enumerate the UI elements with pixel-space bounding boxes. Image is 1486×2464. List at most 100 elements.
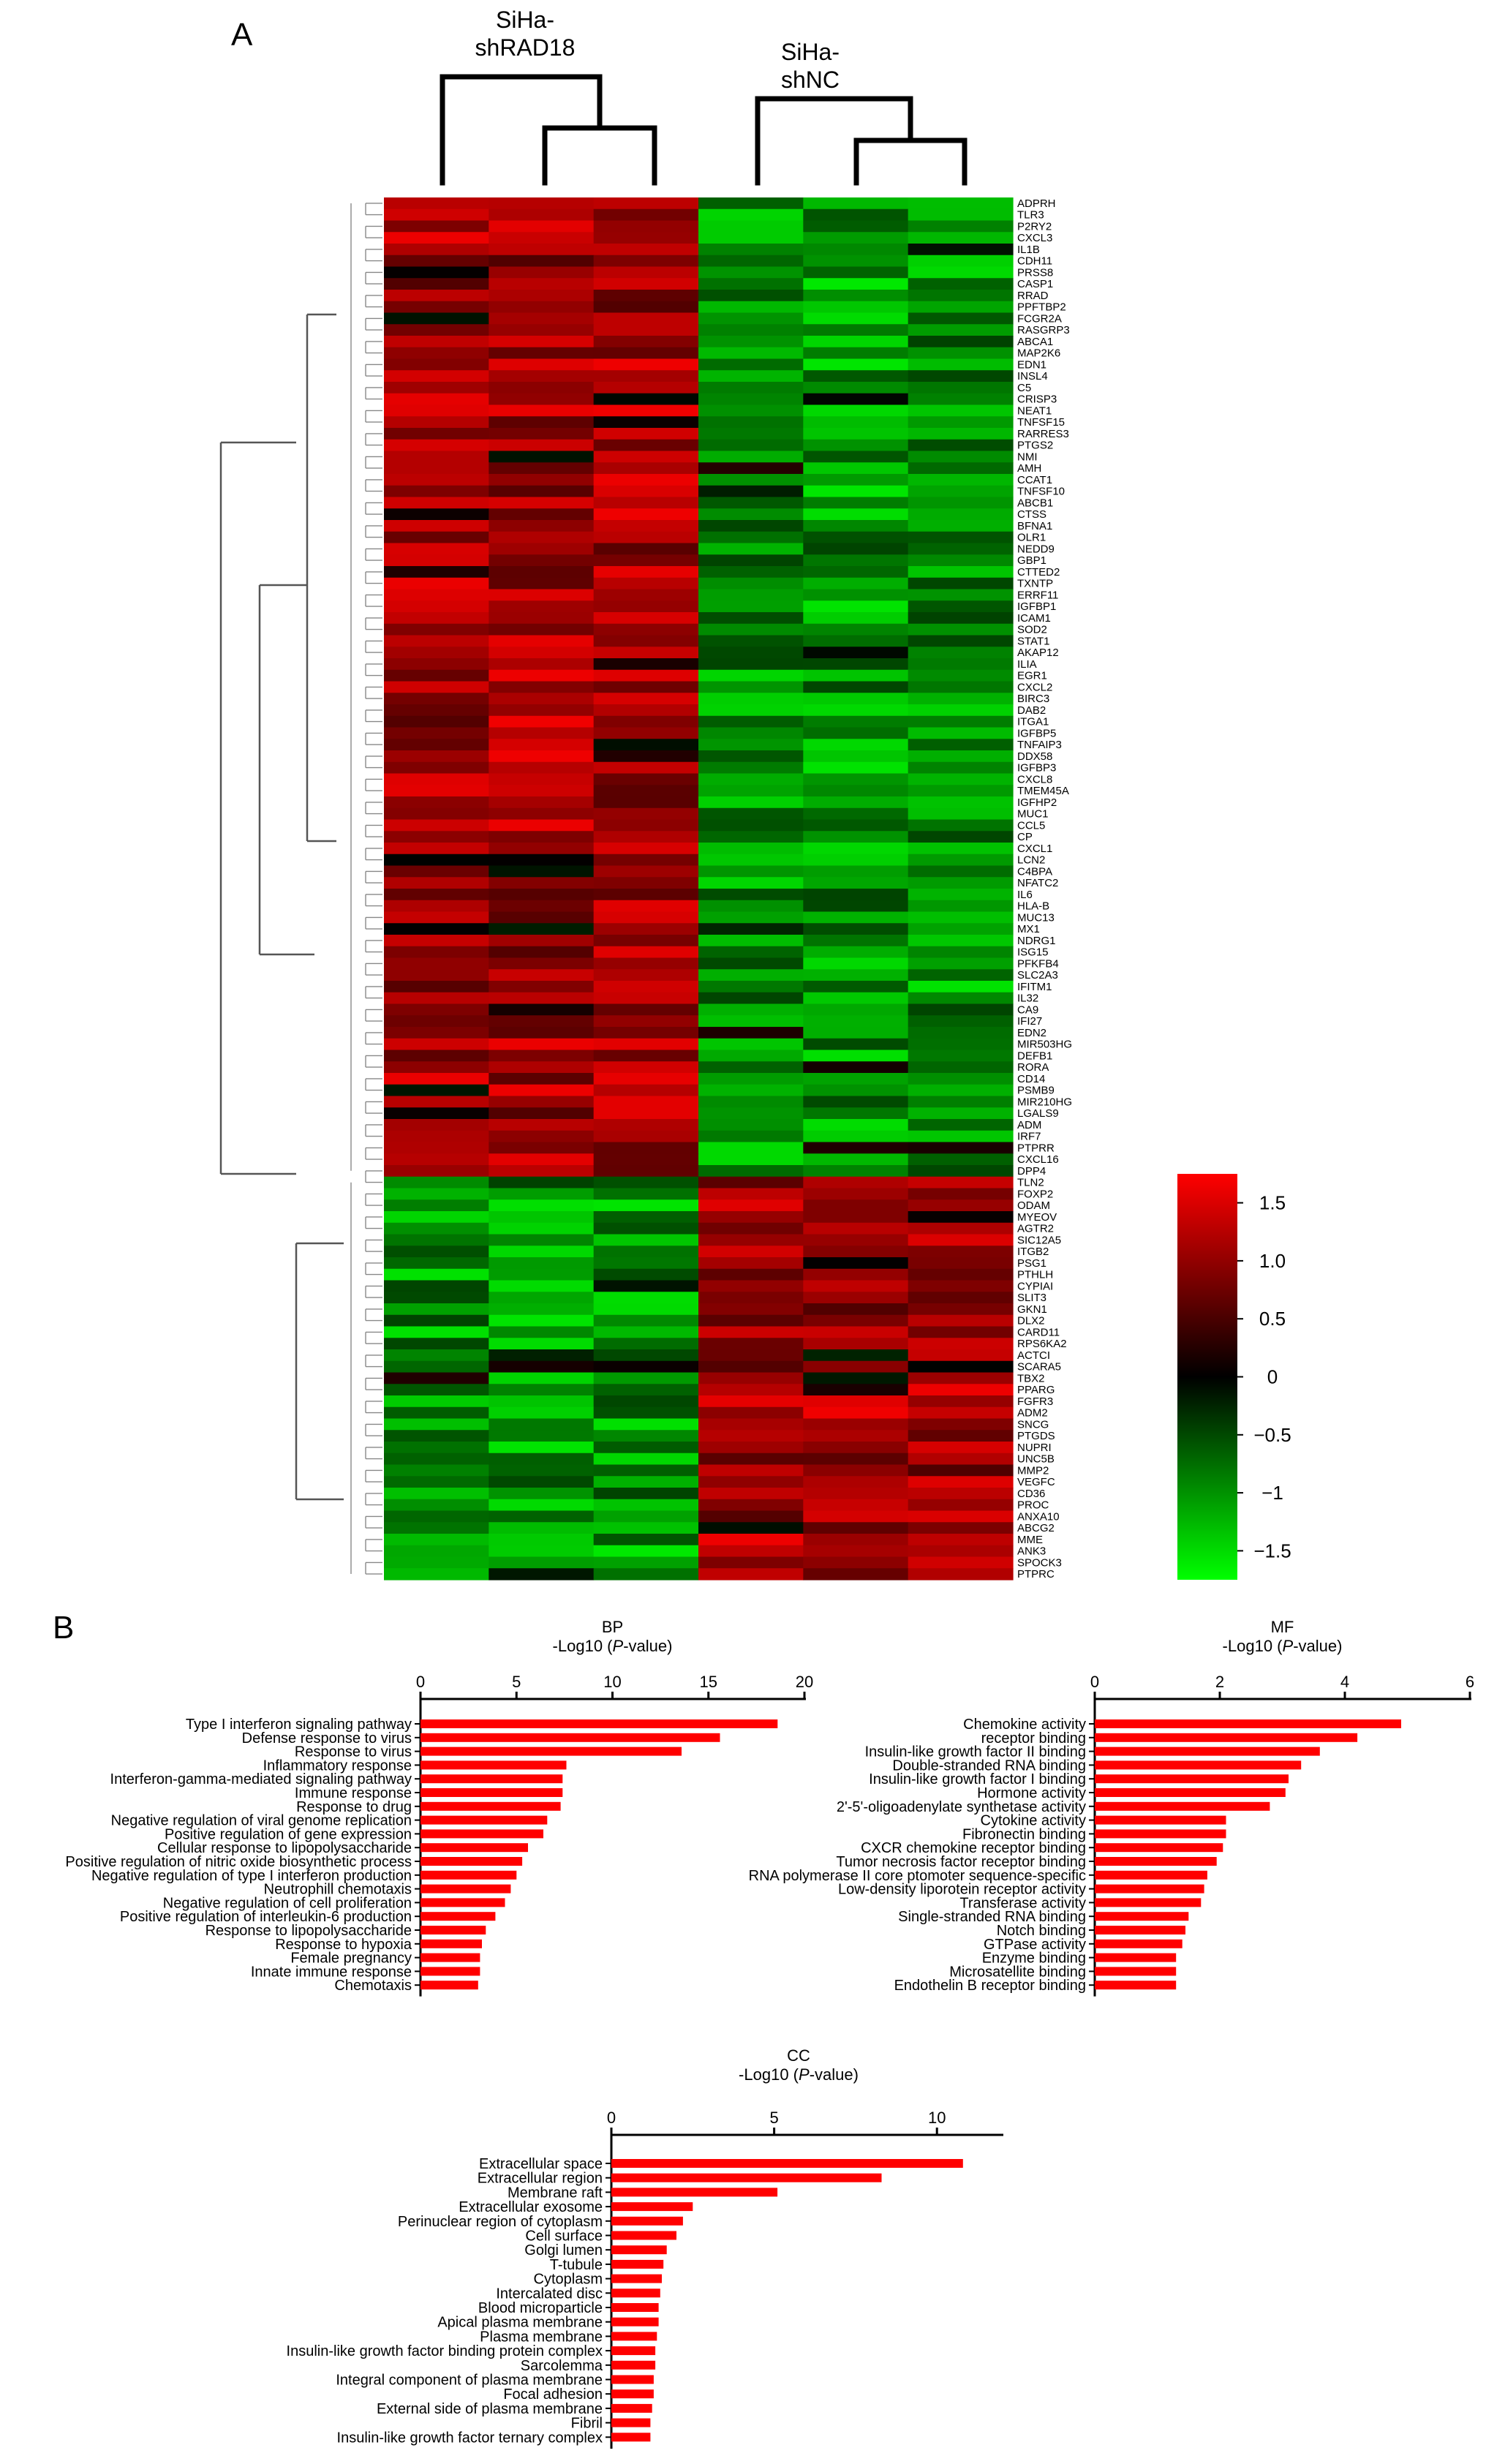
category-label: Tumor necrosis factor receptor binding (836, 1854, 1086, 1870)
heatmap-cell (593, 946, 699, 959)
heatmap-cell (698, 635, 804, 647)
heatmap-cell (908, 1360, 1014, 1374)
heatmap-cell (908, 393, 1014, 406)
bar-chart-mf: MF-Log10 (P-value) 0 2 4 6 Chemokine activity… (749, 1618, 1474, 1997)
heatmap-cell (593, 1476, 699, 1488)
heatmap-cell (908, 1234, 1014, 1246)
bar (420, 1884, 511, 1894)
heatmap-cell (489, 1453, 595, 1466)
heatmap-cell (803, 1280, 909, 1292)
heatmap-cell (593, 451, 699, 463)
heatmap-cell (908, 1176, 1014, 1189)
heatmap-cell (803, 1165, 909, 1178)
heatmap-cell (803, 612, 909, 625)
heatmap-cell (698, 197, 804, 210)
heatmap-cell (803, 796, 909, 809)
heatmap-cell (803, 1268, 909, 1281)
heatmap-cell (489, 220, 595, 233)
heatmap-cell (908, 531, 1014, 544)
heatmap-cell (908, 1015, 1014, 1028)
heatmap-row-label: IGFBP3 (1017, 762, 1056, 775)
heatmap-cell (908, 1038, 1014, 1051)
heatmap-cell (384, 358, 489, 371)
heatmap-cell (803, 462, 909, 475)
category-label: Innate immune response (251, 1964, 412, 1980)
heatmap-cell (489, 727, 595, 739)
heatmap-cell (698, 796, 804, 809)
heatmap-cell (489, 566, 595, 579)
heatmap-cell (908, 232, 1014, 244)
column-group-label-shrad18: SiHa- shRAD18 (475, 7, 576, 61)
heatmap-row-label: ICAM1 (1017, 612, 1051, 625)
heatmap-row-label: OLR1 (1017, 532, 1046, 544)
bar (611, 2332, 657, 2341)
heatmap-cell (698, 992, 804, 1005)
heatmap-row-label: SNCG (1017, 1418, 1049, 1431)
heatmap-cell (698, 474, 804, 486)
heatmap-row-label: PTPRR (1017, 1142, 1055, 1154)
bar (1095, 1843, 1223, 1853)
heatmap-cell (908, 854, 1014, 867)
heatmap-cell (803, 715, 909, 728)
heatmap-cell (908, 889, 1014, 901)
heatmap-cell (908, 1510, 1014, 1523)
heatmap-cell (803, 969, 909, 982)
heatmap-cell (489, 278, 595, 290)
bar (611, 2202, 693, 2212)
heatmap-cell (803, 278, 909, 290)
heatmap-cell (698, 935, 804, 947)
heatmap-cell (384, 1084, 489, 1097)
heatmap-cell (489, 623, 595, 636)
heatmap-cell (593, 819, 699, 832)
heatmap-row-label: SLIT3 (1017, 1292, 1046, 1304)
heatmap-cell (803, 416, 909, 429)
bar (611, 2303, 659, 2312)
bar (420, 1829, 543, 1839)
bar (611, 2231, 676, 2240)
heatmap-cell (698, 1188, 804, 1200)
heatmap-cell (908, 439, 1014, 452)
heatmap-cell (698, 773, 804, 785)
heatmap-cell (384, 1476, 489, 1488)
heatmap-cell (698, 1545, 804, 1558)
heatmap-cell (803, 451, 909, 463)
heatmap-cell (698, 750, 804, 763)
x-axis-label: -Log10 (P-value) (739, 2065, 859, 2084)
heatmap-cell (384, 1165, 489, 1178)
heatmap-row-label: TBX2 (1017, 1372, 1045, 1384)
heatmap-cell (803, 900, 909, 913)
heatmap-cell (803, 358, 909, 371)
x-tick-label: 20 (796, 1673, 813, 1691)
heatmap-cell (908, 1165, 1014, 1178)
heatmap-cell (489, 1107, 595, 1120)
bar-chart-cc: CC-Log10 (P-value) 0 5 10 Extracellular spac… (287, 2046, 1003, 2449)
heatmap-cell (593, 1338, 699, 1350)
heatmap-row-label: GKN1 (1017, 1303, 1047, 1316)
heatmap-cell (908, 807, 1014, 821)
heatmap-cell (698, 623, 804, 636)
heatmap-cell (908, 831, 1014, 843)
heatmap-cell (803, 1326, 909, 1338)
heatmap-cell (698, 416, 804, 429)
heatmap-cell (698, 889, 804, 901)
heatmap-cell (489, 1153, 595, 1166)
heatmap-row-label: IL1B (1017, 244, 1040, 256)
heatmap-cell (384, 981, 489, 993)
heatmap-cell (384, 520, 489, 532)
heatmap-cell (803, 877, 909, 889)
heatmap-cell (384, 208, 489, 222)
heatmap-cell (593, 1303, 699, 1316)
bar (611, 2159, 963, 2168)
heatmap-cell (698, 704, 804, 717)
heatmap-cell (803, 543, 909, 555)
heatmap-cell (803, 301, 909, 314)
heatmap-cell (489, 969, 595, 982)
heatmap-cell (593, 531, 699, 544)
heatmap-cell (908, 1453, 1014, 1466)
heatmap-cell (489, 1292, 595, 1304)
heatmap-row-label: ANXA10 (1017, 1510, 1060, 1523)
heatmap-cell (803, 658, 909, 671)
heatmap-cell (593, 1165, 699, 1178)
heatmap-cell (384, 854, 489, 867)
heatmap-cell (698, 404, 804, 417)
